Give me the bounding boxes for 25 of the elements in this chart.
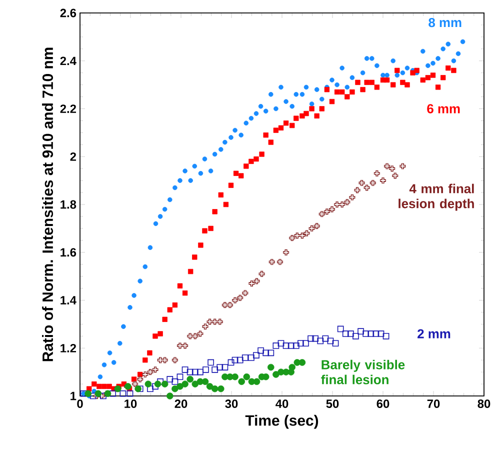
y-tick-label: 1 — [70, 392, 76, 400]
x-tick-label: 0 — [77, 400, 83, 408]
x-axis-title: Time (sec) — [245, 414, 318, 429]
y-tick-label: 2.2 — [60, 104, 76, 113]
text: 2 mm — [418, 329, 450, 338]
series-label: 6 mm — [427, 104, 460, 114]
series-label: 4 mm final lesion depth — [398, 184, 474, 211]
x-tick-label: 10 — [124, 400, 137, 408]
y-axis-title: Ratio of Norm. Intensities at 910 and 710 nm — [42, 48, 54, 362]
x-tick-label: 50 — [326, 400, 339, 408]
y-tick-label: 1.8 — [60, 200, 76, 209]
x-tick-label: 30 — [225, 400, 238, 408]
series-label: 8 mm — [428, 18, 462, 28]
y-tick-label: 1.2 — [60, 344, 76, 352]
x-tick-label: 60 — [376, 400, 390, 408]
y-tick-label: 1.6 — [60, 248, 76, 257]
x-tick-label: 40 — [276, 400, 288, 408]
series-label: Barely visible final lesion — [321, 360, 405, 384]
x-tick-label: 70 — [427, 400, 440, 408]
y-tick-label: 2 — [70, 152, 76, 161]
x-tick-label: 20 — [174, 400, 188, 408]
y-tick-label: 2.6 — [60, 8, 76, 18]
y-tick-label: 1.4 — [60, 296, 76, 304]
x-tick-label: 80 — [478, 400, 490, 408]
y-tick-label: 2.4 — [60, 56, 76, 66]
